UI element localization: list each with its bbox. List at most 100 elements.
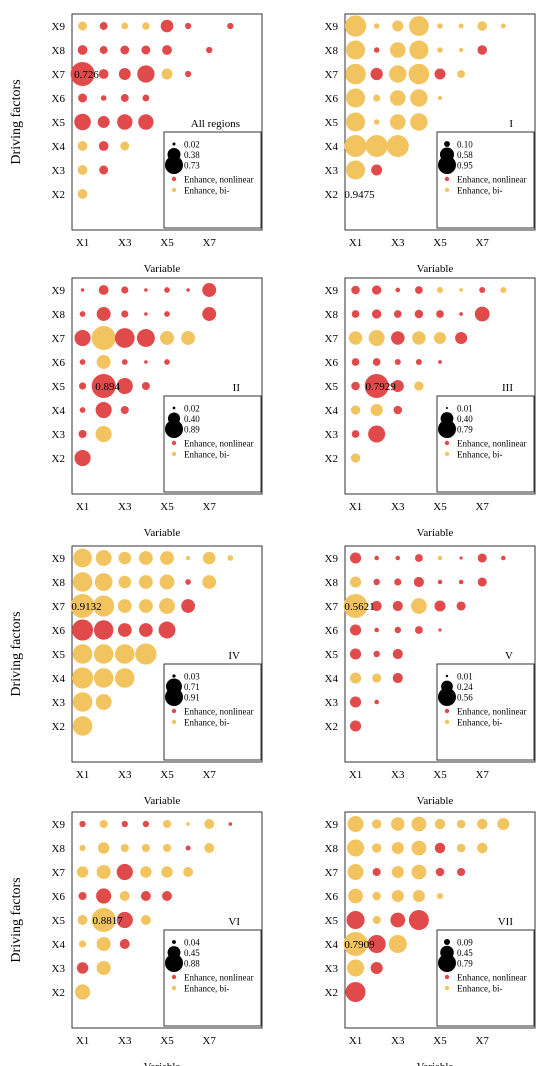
bubble-x4-x5 — [408, 909, 429, 931]
bubble-x1-x7 — [70, 62, 95, 86]
bubble-x5-x7 — [434, 68, 446, 80]
bubble-x6-x7 — [455, 331, 468, 345]
bubble-x3-x5 — [117, 114, 133, 130]
x-tick-label: X7 — [202, 237, 216, 249]
bubble-x6-x9 — [459, 556, 463, 560]
legend-type-key — [171, 176, 177, 182]
bubble-x5-x9 — [160, 551, 174, 565]
bubble-x5-x9 — [436, 286, 444, 294]
y-tick-label: X2 — [325, 189, 338, 201]
bubble-x2-x6 — [373, 94, 381, 102]
legend-size-key — [165, 688, 183, 706]
bubble-x3-x9 — [395, 555, 401, 561]
bubble-x4-x7 — [138, 599, 153, 613]
bubble-x3-x5 — [116, 377, 133, 395]
bubble-x1-x9 — [344, 15, 367, 37]
x-axis-label: Variable — [417, 527, 454, 539]
bubble-x3-x7 — [114, 328, 135, 348]
bubble-x7-x8 — [474, 306, 490, 322]
bubble-x2-x9 — [371, 819, 382, 829]
bubble-x5-x6 — [437, 95, 443, 101]
bubble-x2-x3 — [95, 425, 112, 443]
y-tick-label: X3 — [325, 165, 339, 177]
bubble-x7-x9 — [476, 818, 488, 830]
x-tick-label: X7 — [475, 769, 489, 781]
y-tick-label: X7 — [52, 601, 66, 613]
bubble-x1-x5 — [350, 648, 362, 660]
bubble-x3-x8 — [391, 841, 404, 855]
bubble-x1-x5 — [72, 644, 93, 664]
y-axis-label: Driving factors — [9, 877, 24, 962]
legend-type-key — [171, 440, 177, 446]
legend-size-key — [172, 406, 176, 410]
bubble-x1-x9 — [347, 816, 364, 832]
x-axis-label: Variable — [144, 1061, 181, 1066]
y-tick-label: X6 — [325, 93, 339, 105]
bubble-x3-x5 — [115, 644, 135, 664]
bubble-x2-x3 — [99, 165, 109, 175]
bubble-x6-x8 — [185, 579, 191, 585]
y-tick-label: X3 — [325, 963, 339, 975]
bubble-x1-x4 — [77, 141, 88, 151]
bubble-x7-x8 — [477, 45, 487, 55]
bubble-x2-x9 — [374, 555, 379, 561]
y-tick-label: X8 — [325, 577, 339, 589]
legend-size-label: 0.40 — [184, 414, 200, 424]
y-tick-label: X7 — [325, 601, 339, 613]
bubble-x5-x6 — [438, 360, 442, 364]
bubble-x1-x8 — [79, 844, 86, 852]
bubble-x2-x7 — [96, 864, 111, 880]
bubble-x2-x5 — [372, 915, 381, 925]
legend-size-key — [172, 940, 176, 944]
panel-frame — [344, 545, 536, 763]
bubble-x6-x7 — [457, 70, 466, 78]
x-tick-label: X5 — [160, 769, 174, 781]
bubble-x2-x8 — [373, 47, 380, 53]
panel-8: X9 X8 X7 X6 X5 X4 X3 X2 X1 X3 X5 X7 Variable 0.7909 VI… — [325, 811, 536, 1066]
bubble-x3-x9 — [392, 20, 404, 32]
bubble-x5-x7 — [159, 598, 175, 614]
bubble-x7-x8 — [204, 843, 215, 853]
legend-size-label: 0.10 — [457, 140, 473, 150]
y-tick-label: X9 — [325, 285, 339, 297]
bubble-x4-x8 — [138, 575, 153, 589]
x-tick-label: X3 — [391, 769, 405, 781]
bubble-x3-x8 — [389, 42, 406, 58]
bubble-x5-x7 — [160, 331, 174, 345]
bubble-x3-x8 — [393, 310, 402, 318]
bubble-x2-x7 — [98, 69, 109, 79]
y-tick-label: X8 — [52, 843, 66, 855]
bubble-x1-x9 — [78, 21, 87, 31]
legend-type-key — [171, 985, 177, 991]
bubble-x1-x7 — [343, 594, 368, 618]
bubble-x5-x9 — [164, 287, 170, 293]
x-tick-label: X1 — [349, 237, 362, 249]
bubble-x4-x9 — [144, 288, 148, 292]
bubble-x3-x7 — [389, 65, 407, 83]
legend-size-key — [445, 406, 449, 410]
bubble-x3-x4 — [393, 405, 403, 415]
legend-type-label: Enhance, nonlinear — [184, 707, 253, 717]
bubble-x4-x9 — [414, 554, 423, 562]
legend-size-label: 0.04 — [184, 938, 200, 948]
legend-frame — [436, 131, 535, 229]
bubble-x5-x6 — [164, 359, 170, 365]
bubble-x3-x7 — [392, 600, 403, 612]
x-tick-label: X3 — [118, 237, 132, 249]
bubble-x5-x8 — [162, 843, 172, 853]
bubble-x5-x7 — [433, 331, 447, 345]
legend-size-label: 0.09 — [457, 938, 473, 948]
max-value-label: 0.9132 — [71, 601, 101, 613]
bubble-x5-x7 — [434, 600, 446, 612]
bubble-x6-x9 — [186, 288, 190, 292]
bubble-x1-x2 — [74, 984, 91, 1000]
y-tick-label: X6 — [52, 625, 66, 637]
bubble-x3-x9 — [395, 287, 401, 293]
y-tick-label: X4 — [325, 141, 339, 153]
legend-frame — [436, 929, 535, 1027]
bubble-x3-x4 — [115, 668, 135, 688]
bubble-x3-x8 — [121, 310, 129, 318]
bubble-x2-x5 — [93, 644, 114, 664]
bubble-x4-x6 — [138, 623, 153, 637]
